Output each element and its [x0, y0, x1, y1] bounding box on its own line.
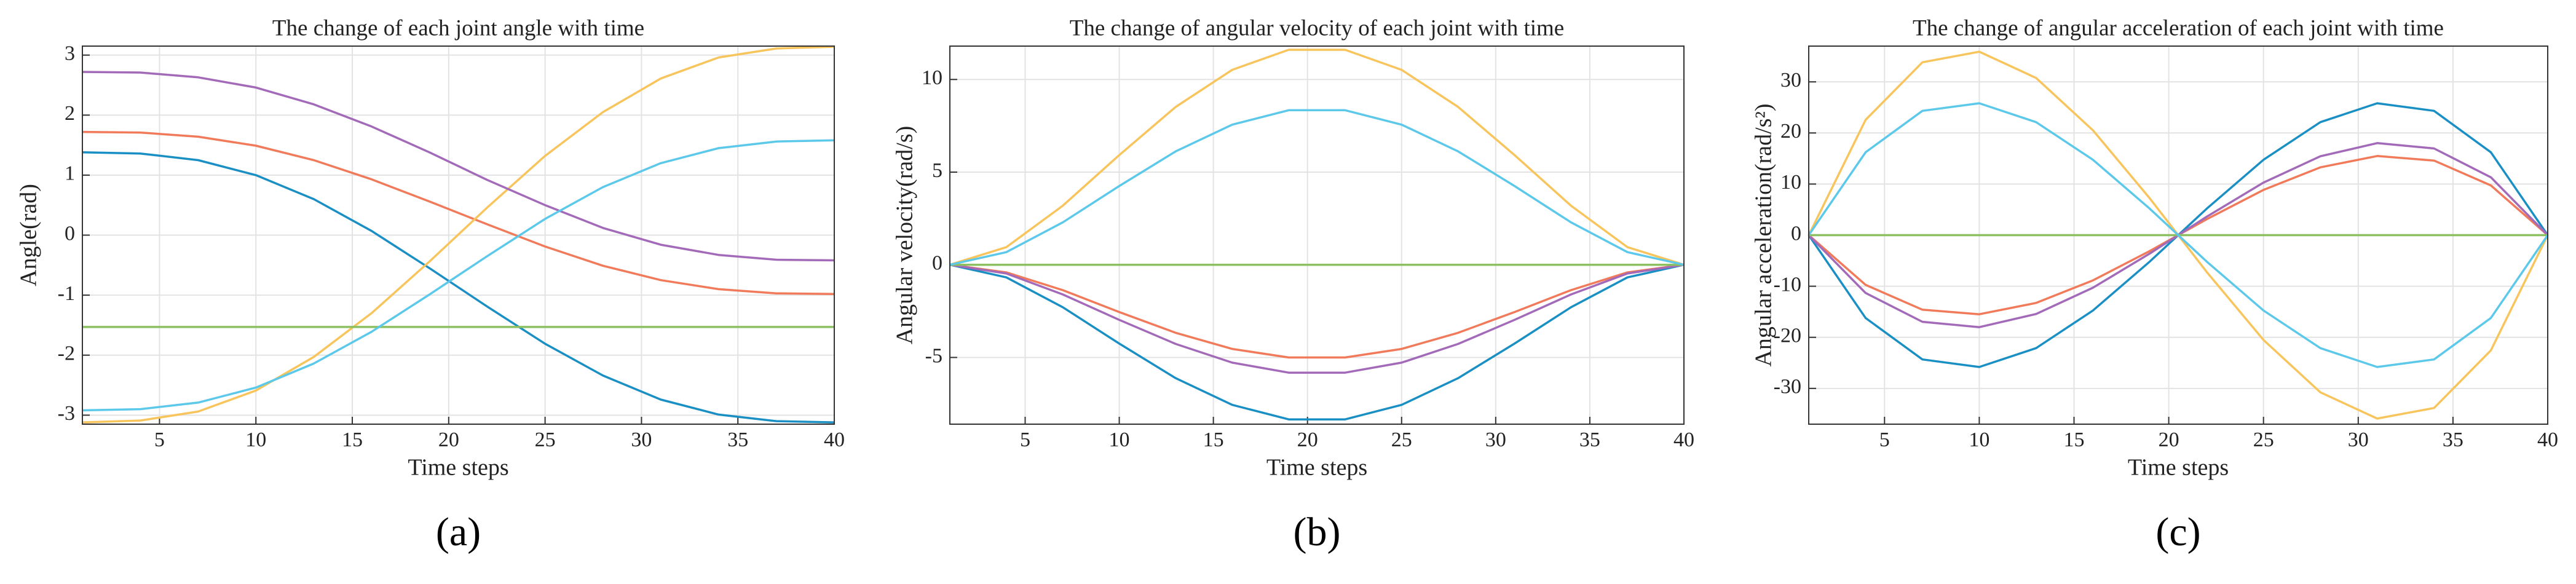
x-tick-label: 30 — [631, 428, 652, 451]
x-tick-label: 5 — [1020, 428, 1030, 451]
chart-title: The change of angular velocity of each j… — [1070, 15, 1564, 41]
x-tick-label: 25 — [535, 428, 556, 451]
y-tick-label: -2 — [58, 342, 75, 365]
x-tick-label: 15 — [1203, 428, 1224, 451]
x-tick-label: 30 — [2348, 428, 2369, 451]
series-line — [1808, 102, 2549, 368]
axes-box — [82, 45, 835, 425]
axes-box — [1808, 45, 2548, 425]
chart-title: The change of angular acceleration of ea… — [1913, 15, 2444, 41]
series-line — [82, 151, 835, 424]
caption: (b) — [1294, 510, 1341, 554]
x-tick-label: 10 — [1969, 428, 1989, 451]
y-tick-label: -5 — [925, 344, 942, 367]
y-tick-label: 3 — [65, 42, 75, 65]
series-line — [82, 71, 835, 262]
x-tick-label: 35 — [727, 428, 748, 451]
y-tick-label: 0 — [932, 252, 942, 275]
x-tick-label: 20 — [438, 428, 459, 451]
x-tick-label: 20 — [2159, 428, 2179, 451]
x-tick-label: 25 — [2253, 428, 2274, 451]
series-line — [82, 45, 835, 424]
x-tick-label: 35 — [1579, 428, 1600, 451]
x-tick-label: 15 — [2063, 428, 2084, 451]
x-tick-label: 10 — [245, 428, 266, 451]
axes-box — [949, 45, 1685, 425]
x-axis-label: Time steps — [408, 455, 508, 481]
series-line — [82, 139, 835, 412]
panel: 5 10 15 20 25 30 35 40 -5 0 5 10 The change of angul… — [892, 15, 1694, 554]
x-tick-label: 5 — [154, 428, 165, 451]
x-tick-label: 40 — [1673, 428, 1694, 451]
y-axis-label: Angle(rad) — [16, 184, 42, 286]
y-tick-label: -20 — [1774, 325, 1801, 347]
panel: 5 10 15 20 25 30 35 40 -3 -2 -1 0 1 2 3 The change of e… — [16, 15, 845, 554]
series-line — [949, 263, 1685, 359]
x-tick-label: 20 — [1297, 428, 1318, 451]
series-line — [949, 263, 1685, 374]
y-tick-label: 0 — [1791, 222, 1801, 245]
series-line — [949, 263, 1685, 420]
y-tick-label: 5 — [932, 159, 942, 182]
y-tick-label: 10 — [1780, 171, 1801, 194]
caption: (a) — [436, 510, 481, 554]
x-tick-label: 10 — [1109, 428, 1130, 451]
y-tick-label: 1 — [65, 162, 75, 185]
series-line — [949, 49, 1685, 266]
x-tick-label: 30 — [1485, 428, 1506, 451]
y-tick-label: 10 — [922, 66, 942, 89]
y-tick-label: 0 — [65, 222, 75, 245]
y-tick-label: -10 — [1774, 273, 1801, 296]
x-tick-label: 25 — [1391, 428, 1412, 451]
series-line — [82, 130, 835, 295]
y-tick-label: 2 — [65, 102, 75, 125]
panel: 5 10 15 20 25 30 35 40 -30 -20 -10 0 10 20 30 The chang… — [1751, 15, 2558, 554]
x-tick-label: 40 — [2537, 428, 2558, 451]
y-tick-label: -3 — [58, 402, 75, 425]
y-tick-label: -1 — [58, 282, 75, 305]
y-axis-label: Angular acceleration(rad/s²) — [1751, 103, 1777, 366]
chart-title: The change of each joint angle with time — [272, 15, 644, 41]
x-axis-label: Time steps — [1266, 455, 1367, 481]
x-tick-label: 5 — [1879, 428, 1890, 451]
x-axis-label: Time steps — [2128, 455, 2229, 481]
y-axis-label: Angular velocity(rad/s) — [892, 126, 918, 345]
y-tick-label: -30 — [1774, 376, 1801, 398]
y-tick-label: 20 — [1780, 120, 1801, 143]
caption: (c) — [2155, 510, 2200, 554]
y-tick-label: 30 — [1780, 69, 1801, 92]
plot-area — [950, 46, 1684, 424]
series-line — [949, 109, 1685, 266]
x-tick-label: 15 — [342, 428, 363, 451]
x-tick-label: 40 — [824, 428, 845, 451]
x-tick-label: 35 — [2443, 428, 2463, 451]
